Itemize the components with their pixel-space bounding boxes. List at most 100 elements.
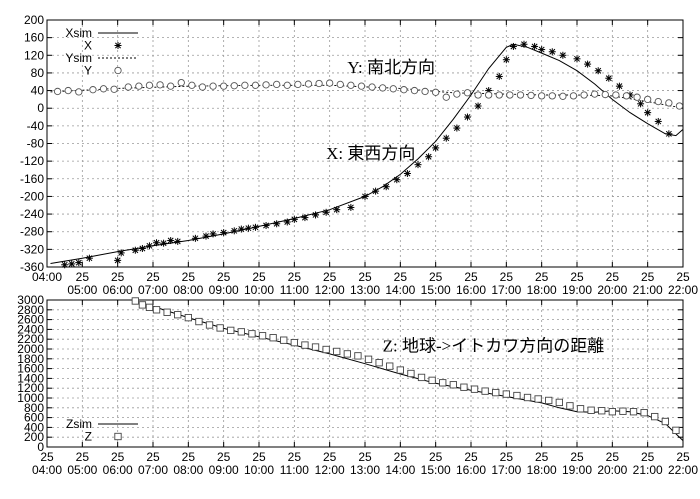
grid xyxy=(47,300,683,447)
annotation: Z: 地球->イトカワ方向の距離 xyxy=(383,336,605,355)
data-point-z xyxy=(280,336,288,344)
data-point-y xyxy=(89,86,97,94)
data-point-z xyxy=(598,407,606,415)
data-point-x xyxy=(251,223,259,231)
data-point-x xyxy=(209,230,217,238)
data-point-x xyxy=(509,42,517,50)
data-point-x xyxy=(644,109,652,117)
data-point-y xyxy=(64,86,72,95)
data-point-y xyxy=(463,89,472,97)
data-point-z xyxy=(386,362,394,370)
x-tick-label-day: 25 xyxy=(641,450,655,464)
data-point-y xyxy=(389,85,397,93)
x-tick-label-day: 25 xyxy=(76,270,90,284)
data-point-x xyxy=(191,234,199,242)
data-point-x xyxy=(559,51,567,59)
data-point-x xyxy=(322,208,330,216)
data-point-z xyxy=(184,313,192,322)
data-point-x xyxy=(312,211,320,219)
x-tick-label-time: 20:00 xyxy=(597,283,627,297)
series-xsim xyxy=(50,43,684,264)
data-point-y xyxy=(188,81,196,89)
x-tick-label-day: 25 xyxy=(358,450,372,464)
data-point-y xyxy=(145,81,154,89)
data-point-z xyxy=(502,390,510,398)
data-point-x xyxy=(425,153,433,161)
data-point-x xyxy=(220,229,228,237)
x-tick-label-day: 25 xyxy=(570,270,584,284)
x-tick-label-time: 10:00 xyxy=(244,283,274,297)
data-point-x xyxy=(273,220,281,228)
data-point-y xyxy=(156,81,164,89)
data-point-y xyxy=(432,88,440,96)
data-point-x xyxy=(131,246,139,254)
data-point-x xyxy=(262,222,270,230)
data-point-z xyxy=(619,407,627,415)
data-point-y xyxy=(485,91,493,99)
x-tick-label-day: 25 xyxy=(606,270,620,284)
x-tick-label-time: 22:00 xyxy=(668,463,698,477)
data-point-x xyxy=(531,42,539,50)
x-tick-label-time: 12:00 xyxy=(315,283,345,297)
data-point-z xyxy=(163,308,171,316)
data-point-x xyxy=(145,242,153,250)
data-point-y xyxy=(99,85,108,93)
data-point-x xyxy=(114,256,122,264)
x-tick-label-time: 08:00 xyxy=(173,283,203,297)
data-point-z xyxy=(131,297,139,305)
x-tick-label-day: 25 xyxy=(217,450,231,464)
x-tick-label-day: 25 xyxy=(358,270,372,284)
series-x xyxy=(61,40,673,269)
x-tick-label-time: 04:00 xyxy=(32,270,62,284)
legend-label: Y xyxy=(84,64,92,78)
data-point-z xyxy=(555,398,563,407)
x-tick-label-time: 15:00 xyxy=(421,283,451,297)
data-point-x xyxy=(637,100,645,108)
y-tick-label: 0 xyxy=(37,440,44,454)
x-tick-label-time: 22:00 xyxy=(668,283,698,297)
y-tick-label: 600 xyxy=(24,411,44,425)
data-point-y xyxy=(124,83,132,91)
x-tick-label-day: 25 xyxy=(111,270,125,284)
data-point-x xyxy=(382,183,390,191)
data-point-z xyxy=(333,347,341,356)
x-tick-label-day: 25 xyxy=(641,270,655,284)
data-point-y xyxy=(506,91,514,99)
x-tick-label-day: 25 xyxy=(252,450,266,464)
y-tick-label: 40 xyxy=(31,84,45,98)
data-point-z xyxy=(576,405,585,413)
data-point-z xyxy=(566,402,574,410)
annotation: X: 東西方向 xyxy=(326,144,415,163)
data-point-x xyxy=(138,244,146,252)
data-point-y xyxy=(135,82,143,90)
data-point-y xyxy=(612,91,620,99)
x-tick-label-day: 25 xyxy=(535,270,549,284)
data-point-x xyxy=(502,56,510,64)
x-tick-label-day: 25 xyxy=(323,450,337,464)
x-tick-label-time: 19:00 xyxy=(562,283,592,297)
data-point-x xyxy=(301,214,309,222)
x-tick-label-time: 18:00 xyxy=(527,463,557,477)
data-point-x xyxy=(333,206,341,214)
y-tick-label: 80 xyxy=(31,66,45,80)
legend-swatch xyxy=(114,66,122,75)
x-tick-label-day: 25 xyxy=(535,450,549,464)
x-tick-label-time: 15:00 xyxy=(421,463,451,477)
data-point-x xyxy=(117,249,125,257)
data-point-x xyxy=(202,232,210,240)
x-tick-label-time: 11:00 xyxy=(280,463,309,477)
x-tick-label-day: 25 xyxy=(252,270,266,284)
plot-frame xyxy=(46,299,684,448)
data-point-z xyxy=(481,387,489,395)
data-point-x xyxy=(290,215,298,223)
data-point-z xyxy=(205,321,214,329)
legend-label: Ysim xyxy=(65,51,92,65)
data-point-y xyxy=(241,81,249,89)
data-point-y xyxy=(622,92,631,100)
x-tick-label-day: 25 xyxy=(182,270,196,284)
y-tick-label: 800 xyxy=(24,401,44,415)
x-tick-label-time: 12:00 xyxy=(315,463,345,477)
y-tick-label: 200 xyxy=(24,430,44,444)
x-tick-label-day: 25 xyxy=(111,450,125,464)
data-point-z xyxy=(290,338,298,347)
